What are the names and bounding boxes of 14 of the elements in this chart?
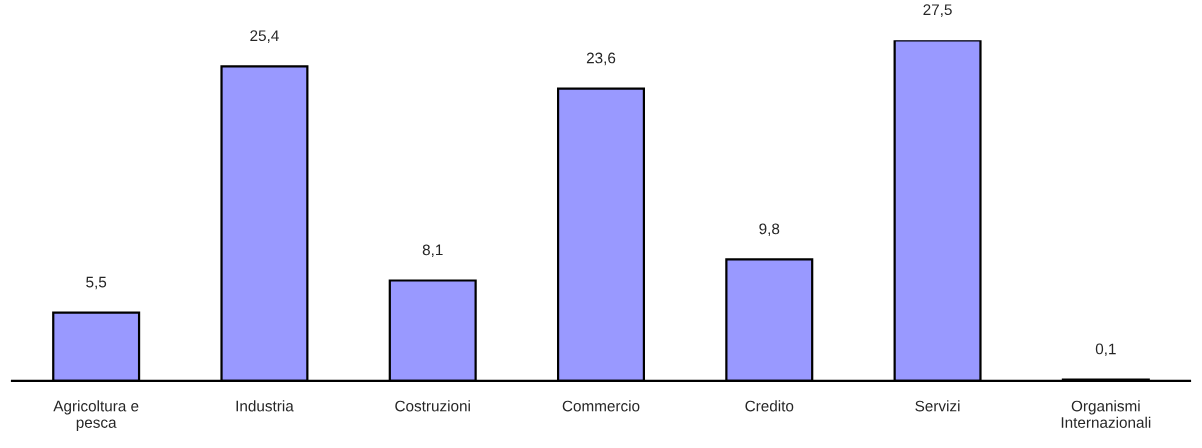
data-label: 0,1 bbox=[1095, 343, 1116, 357]
x-tick-label: Servizi bbox=[915, 400, 960, 412]
data-label: 27,5 bbox=[923, 4, 952, 17]
x-tick-label: Agricoltura e pesca bbox=[53, 400, 139, 431]
data-label: 23,6 bbox=[586, 52, 616, 66]
x-tick-label: Costruzioni bbox=[395, 400, 470, 412]
data-label: 5,5 bbox=[86, 276, 107, 290]
x-tick-label: Organismi Internazionali bbox=[1061, 400, 1151, 428]
data-label: 8,1 bbox=[422, 244, 443, 258]
x-tick-label: Commercio bbox=[562, 400, 640, 412]
x-tick-label: Credito bbox=[745, 400, 794, 412]
data-label: 25,4 bbox=[250, 30, 279, 43]
data-label: 9,8 bbox=[759, 223, 780, 237]
x-tick-label: Industria bbox=[236, 400, 294, 412]
